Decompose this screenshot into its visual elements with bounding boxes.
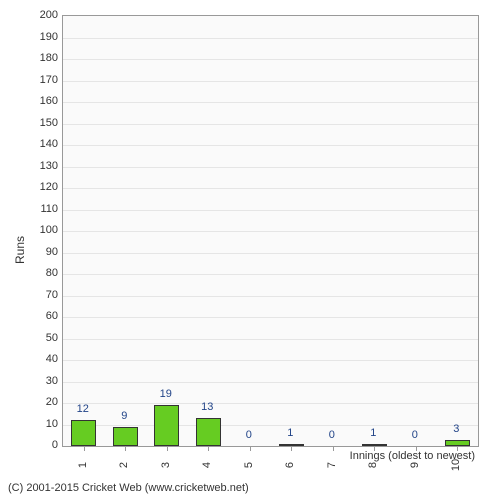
gridline <box>63 38 478 39</box>
y-tick-label: 140 <box>28 138 58 150</box>
gridline <box>63 188 478 189</box>
x-tick-label: 9 <box>409 462 421 468</box>
x-tick-label: 3 <box>160 462 172 468</box>
gridline <box>63 274 478 275</box>
x-tick-label: 10 <box>450 459 462 471</box>
bar <box>71 420 96 446</box>
bar <box>113 427 138 446</box>
gridline <box>63 317 478 318</box>
chart-container: Runs Innings (oldest to newest) (C) 2001… <box>0 0 500 500</box>
bar-value-label: 9 <box>121 410 127 422</box>
gridline <box>63 124 478 125</box>
copyright-text: (C) 2001-2015 Cricket Web (www.cricketwe… <box>8 482 249 494</box>
x-tick-label: 7 <box>326 462 338 468</box>
x-tick <box>208 446 209 451</box>
x-tick-label: 1 <box>77 462 89 468</box>
gridline <box>63 102 478 103</box>
gridline <box>63 339 478 340</box>
y-tick-label: 10 <box>28 418 58 430</box>
y-tick-label: 160 <box>28 95 58 107</box>
y-tick-label: 30 <box>28 375 58 387</box>
x-tick <box>250 446 251 451</box>
gridline <box>63 360 478 361</box>
bar <box>196 418 221 446</box>
x-tick-label: 4 <box>201 462 213 468</box>
y-tick-label: 170 <box>28 74 58 86</box>
x-tick <box>84 446 85 451</box>
gridline <box>63 59 478 60</box>
gridline <box>63 210 478 211</box>
gridline <box>63 296 478 297</box>
bar-value-label: 0 <box>412 429 418 441</box>
gridline <box>63 231 478 232</box>
y-tick-label: 120 <box>28 181 58 193</box>
x-tick <box>167 446 168 451</box>
bar-value-label: 0 <box>246 429 252 441</box>
y-tick-label: 150 <box>28 117 58 129</box>
y-tick-label: 40 <box>28 353 58 365</box>
gridline <box>63 403 478 404</box>
gridline <box>63 382 478 383</box>
bar-value-label: 12 <box>77 403 89 415</box>
bar-value-label: 19 <box>160 388 172 400</box>
plot-area <box>62 15 479 447</box>
y-tick-label: 190 <box>28 31 58 43</box>
x-tick-label: 5 <box>243 462 255 468</box>
gridline <box>63 253 478 254</box>
bar-value-label: 3 <box>453 423 459 435</box>
bar-value-label: 1 <box>370 427 376 439</box>
y-tick-label: 100 <box>28 224 58 236</box>
x-tick-label: 6 <box>284 462 296 468</box>
y-tick-label: 130 <box>28 160 58 172</box>
y-tick-label: 70 <box>28 289 58 301</box>
gridline <box>63 81 478 82</box>
y-tick-label: 110 <box>28 203 58 215</box>
y-tick-label: 60 <box>28 310 58 322</box>
bar-value-label: 13 <box>201 401 213 413</box>
y-tick-label: 20 <box>28 396 58 408</box>
bar-value-label: 0 <box>329 429 335 441</box>
gridline <box>63 167 478 168</box>
x-tick <box>125 446 126 451</box>
y-tick-label: 80 <box>28 267 58 279</box>
x-tick <box>333 446 334 451</box>
y-tick-label: 50 <box>28 332 58 344</box>
x-tick-label: 2 <box>118 462 130 468</box>
y-tick-label: 200 <box>28 9 58 21</box>
y-tick-label: 180 <box>28 52 58 64</box>
bar <box>154 405 179 446</box>
y-tick-label: 90 <box>28 246 58 258</box>
x-tick <box>291 446 292 451</box>
x-tick-label: 8 <box>367 462 379 468</box>
bar-value-label: 1 <box>287 427 293 439</box>
gridline <box>63 145 478 146</box>
y-axis-label: Runs <box>13 236 27 264</box>
gridline <box>63 425 478 426</box>
y-tick-label: 0 <box>28 439 58 451</box>
